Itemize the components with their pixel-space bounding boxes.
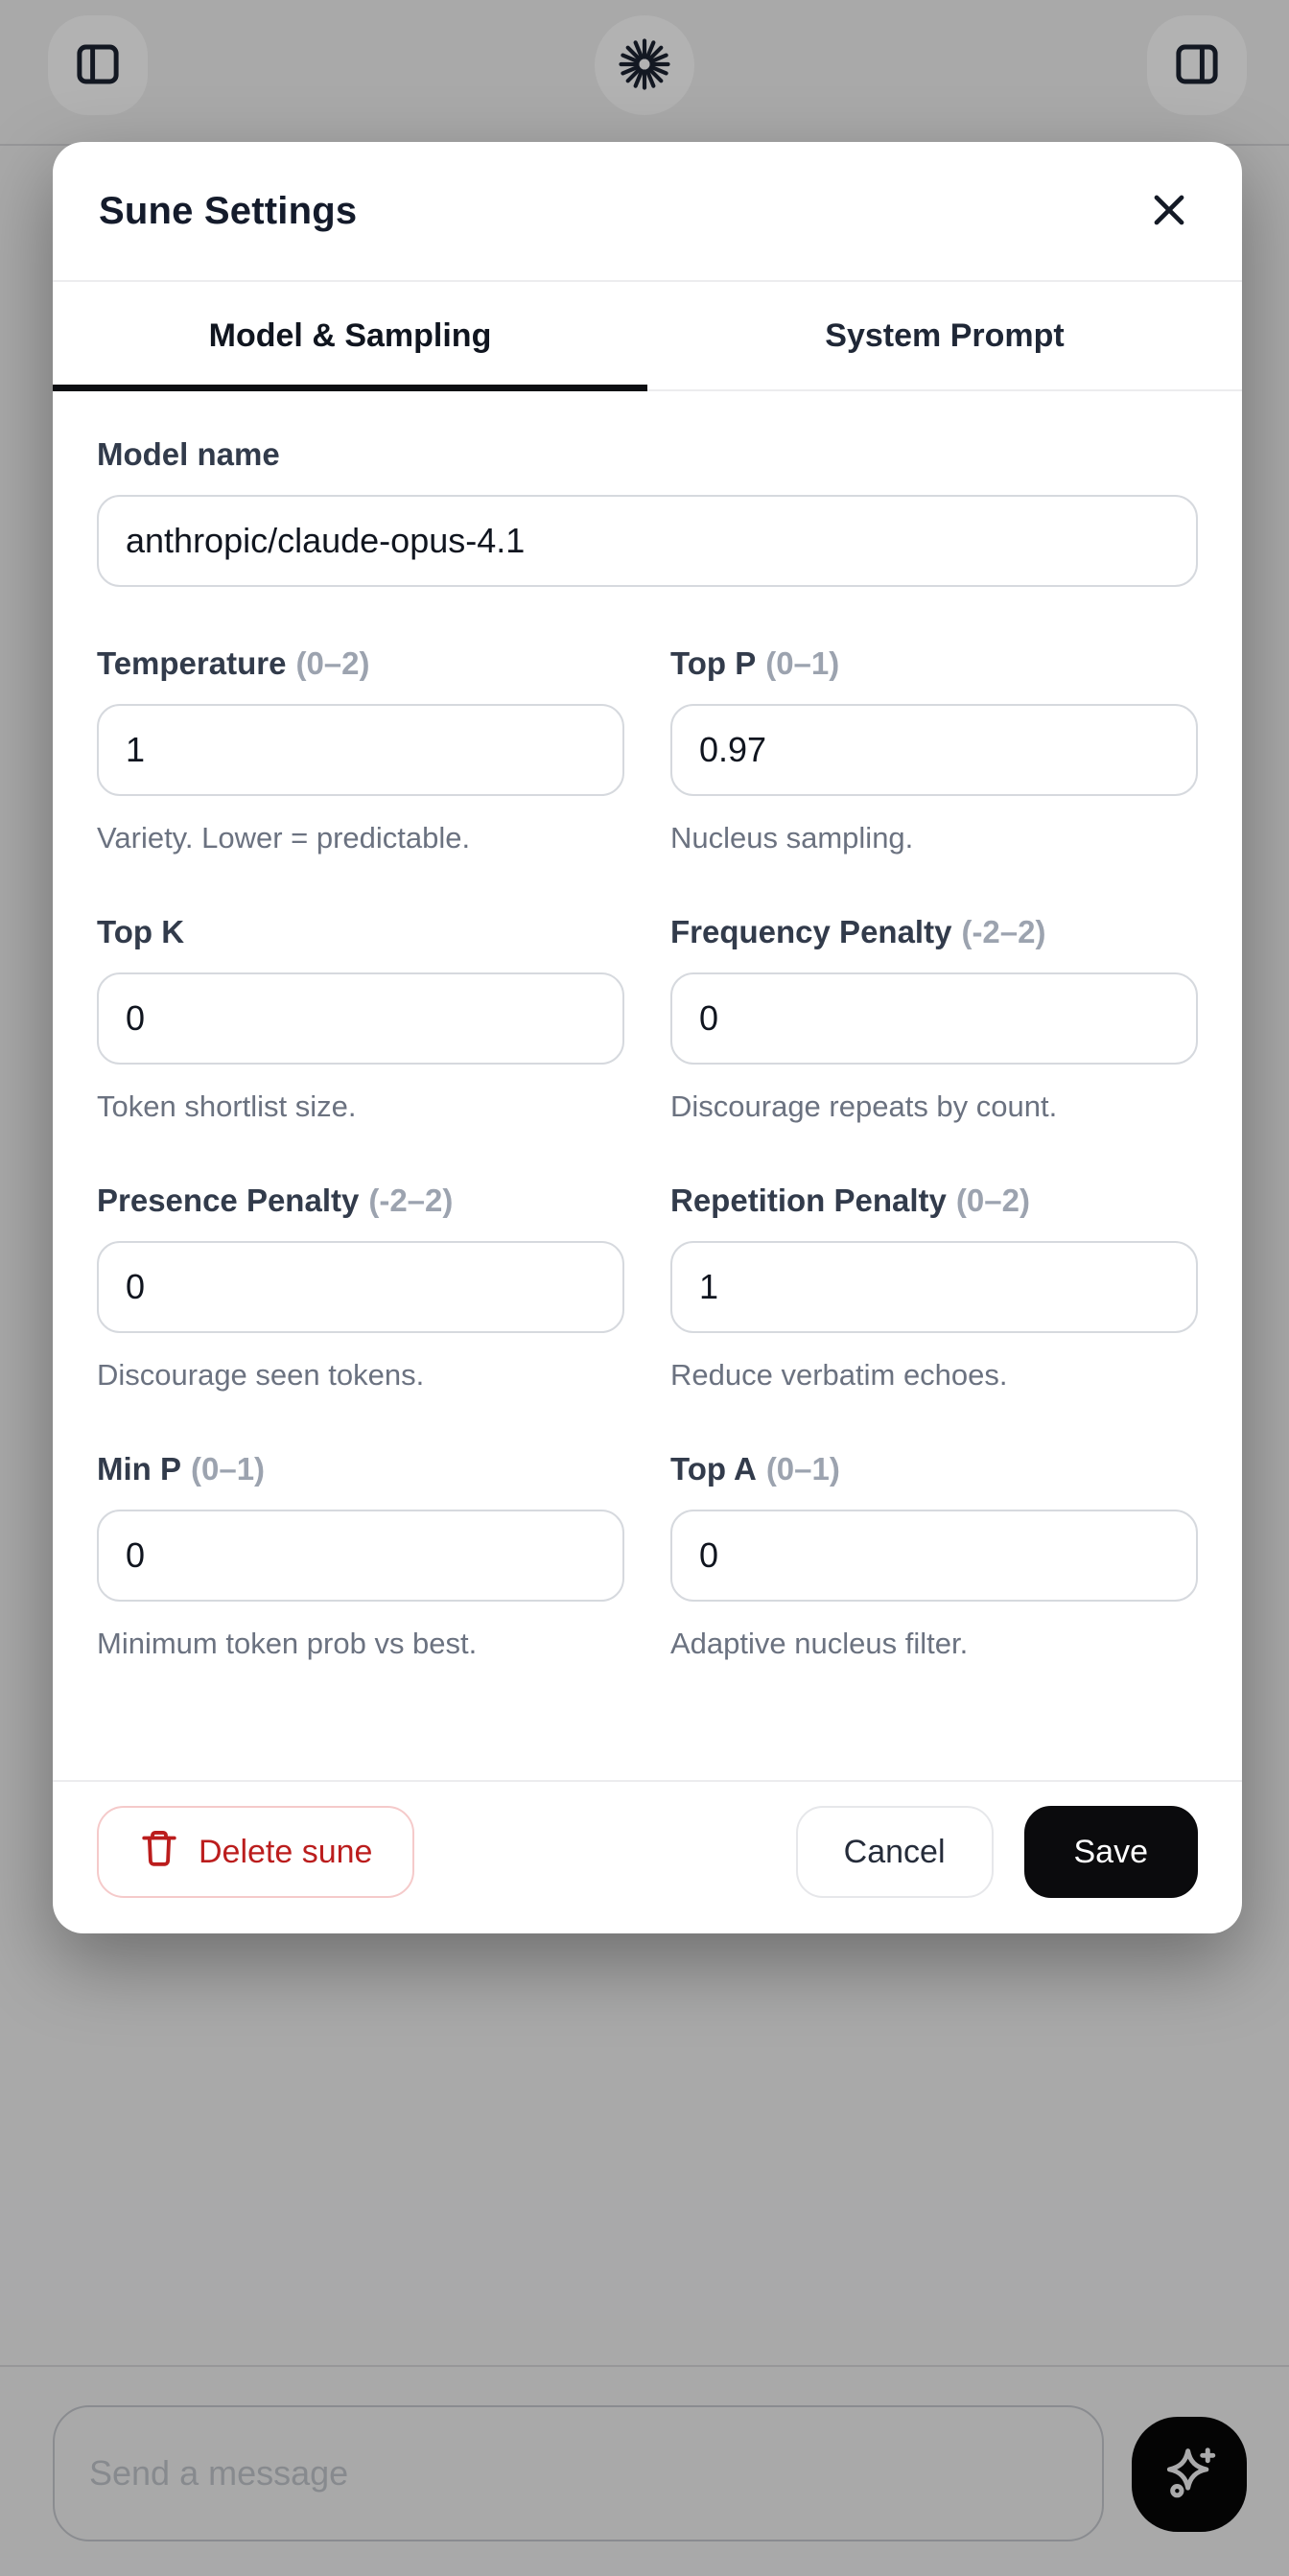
min-p-range: (0–1) <box>191 1451 266 1487</box>
panel-right-icon <box>1171 38 1223 93</box>
model-name-label: Model name <box>97 436 280 472</box>
message-composer <box>0 2365 1289 2576</box>
close-icon <box>1144 185 1194 238</box>
top-k-input[interactable] <box>97 972 624 1065</box>
frequency-penalty-hint: Discourage repeats by count. <box>670 1089 1058 1123</box>
top-a-input[interactable] <box>670 1510 1198 1602</box>
temperature-field: Temperature(0–2) Variety. Lower = predic… <box>97 644 624 913</box>
top-p-range: (0–1) <box>765 645 840 681</box>
frequency-penalty-field: Frequency Penalty (-2–2) Discourage repea… <box>670 913 1198 1182</box>
min-p-hint: Minimum token prob vs best. <box>97 1627 478 1660</box>
save-button[interactable]: Save <box>1023 1806 1198 1898</box>
repetition-penalty-input[interactable] <box>670 1241 1198 1333</box>
trash-icon <box>139 1828 179 1877</box>
presence-penalty-label: Presence Penalty <box>97 1183 360 1218</box>
temperature-hint: Variety. Lower = predictable. <box>97 821 471 855</box>
top-p-label: Top P <box>670 645 757 681</box>
sidebar-toggle-button[interactable] <box>48 15 148 115</box>
temperature-input[interactable] <box>97 704 624 796</box>
top-bar <box>0 0 1289 146</box>
top-a-hint: Adaptive nucleus filter. <box>670 1627 969 1660</box>
cancel-button[interactable]: Cancel <box>795 1806 994 1898</box>
starburst-icon <box>618 37 671 94</box>
close-button[interactable] <box>1138 180 1200 242</box>
parameter-grid: Temperature(0–2) Variety. Lower = predic… <box>97 644 1198 1719</box>
top-a-field: Top A(0–1) Adaptive nucleus filter. <box>670 1450 1198 1719</box>
min-p-input[interactable] <box>97 1510 624 1602</box>
repetition-penalty-label: Repetition Penalty <box>670 1183 947 1218</box>
tab-model-sampling[interactable]: Model & Sampling <box>53 282 647 391</box>
top-a-label: Top A <box>670 1451 757 1487</box>
min-p-field: Min P (0–1) Minimum token prob vs best. <box>97 1450 624 1719</box>
top-k-label: Top K <box>97 914 185 949</box>
right-panel-toggle-button[interactable] <box>1147 15 1247 115</box>
delete-sune-label: Delete sune <box>199 1833 373 1870</box>
sune-settings-dialog: Sune Settings Model & Sampling System Pr… <box>53 142 1242 1933</box>
frequency-penalty-range: (-2–2) <box>961 914 1046 949</box>
repetition-penalty-field: Repetition Penalty(0–2) Reduce verbatim … <box>670 1182 1198 1450</box>
temperature-range: (0–2) <box>295 645 370 681</box>
settings-tabs: Model & Sampling System Prompt <box>53 282 1242 391</box>
message-input[interactable] <box>53 2405 1104 2541</box>
top-p-field: Top P(0–1) Nucleus sampling. <box>670 644 1198 913</box>
top-k-hint: Token shortlist size. <box>97 1089 357 1123</box>
repetition-penalty-hint: Reduce verbatim echoes. <box>670 1358 1008 1392</box>
delete-sune-button[interactable]: Delete sune <box>97 1806 415 1898</box>
top-a-range: (0–1) <box>765 1451 840 1487</box>
presence-penalty-hint: Discourage seen tokens. <box>97 1358 425 1392</box>
temperature-label: Temperature <box>97 645 287 681</box>
top-p-input[interactable] <box>670 704 1198 796</box>
frequency-penalty-label: Frequency Penalty <box>670 914 952 949</box>
top-k-field: Top K Token shortlist size. <box>97 913 624 1182</box>
min-p-label: Min P <box>97 1451 181 1487</box>
app-logo-button[interactable] <box>595 15 694 115</box>
dialog-title: Sune Settings <box>99 189 358 232</box>
model-name-field: Model name <box>97 435 1198 587</box>
model-name-input[interactable] <box>97 495 1198 587</box>
dialog-header: Sune Settings <box>53 142 1242 282</box>
top-p-hint: Nucleus sampling. <box>670 821 914 855</box>
settings-form: Model name Temperature(0–2) Variety. Low… <box>53 391 1242 1780</box>
send-button[interactable] <box>1132 2417 1247 2532</box>
presence-penalty-field: Presence Penalty(-2–2) Discourage seen t… <box>97 1182 624 1450</box>
tab-system-prompt[interactable]: System Prompt <box>647 282 1242 389</box>
repetition-penalty-range: (0–2) <box>955 1183 1030 1218</box>
panel-left-icon <box>72 38 124 93</box>
sparkles-icon <box>1158 2442 1221 2508</box>
presence-penalty-range: (-2–2) <box>368 1183 454 1218</box>
frequency-penalty-input[interactable] <box>670 972 1198 1065</box>
presence-penalty-input[interactable] <box>97 1241 624 1333</box>
dialog-footer: Delete sune Cancel Save <box>53 1780 1242 1933</box>
